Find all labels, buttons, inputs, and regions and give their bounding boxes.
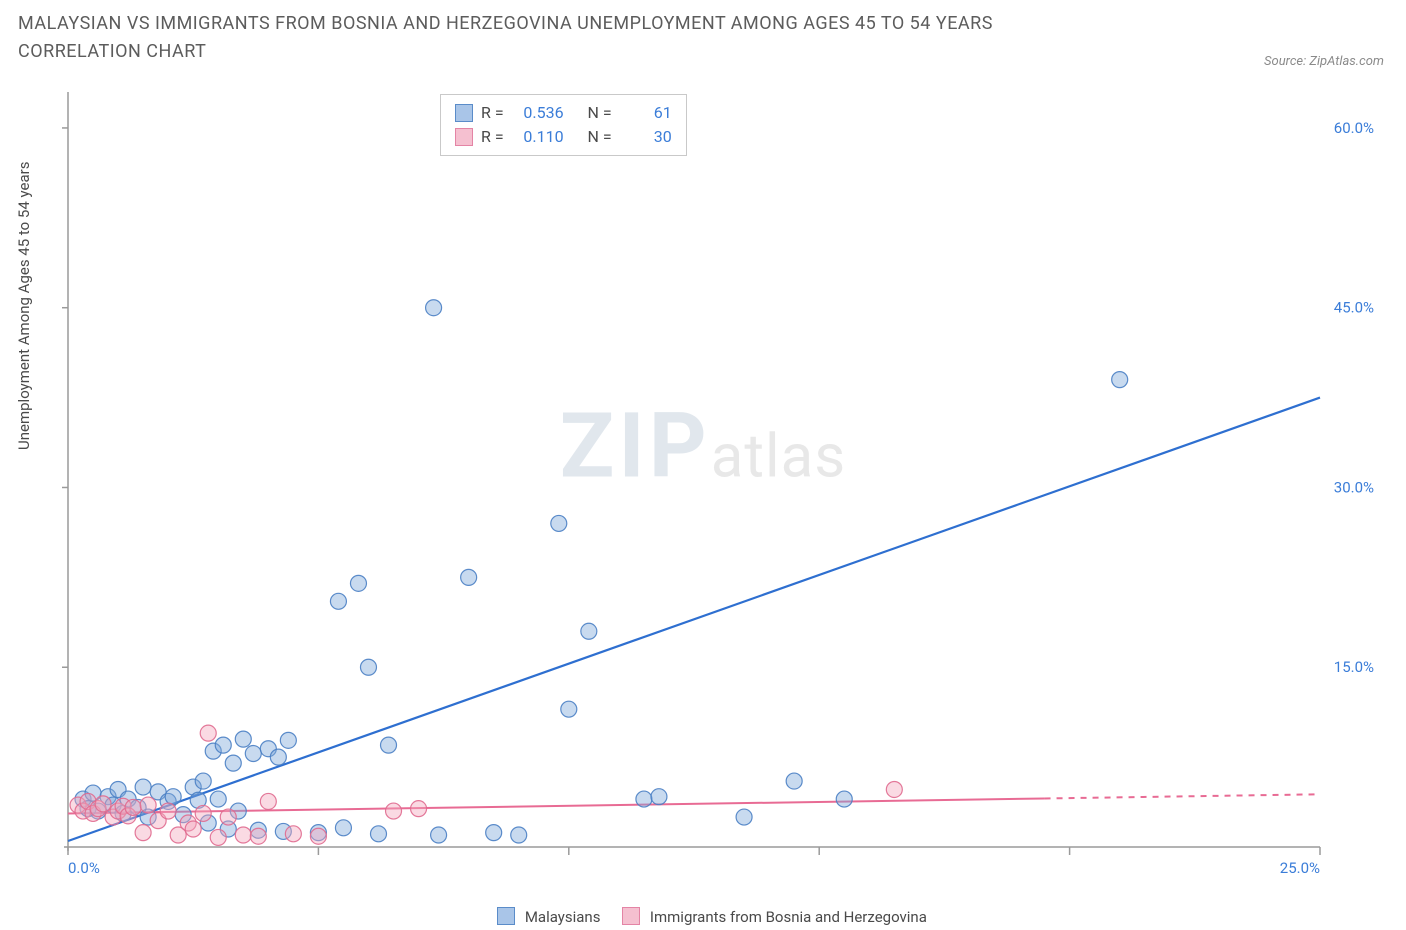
source-label: Source: ZipAtlas.com — [1264, 54, 1384, 69]
svg-text:15.0%: 15.0% — [1334, 658, 1374, 676]
scatter-plot: 0.0% 25.0% 15.0% 30.0% 45.0% 60.0% — [60, 92, 1380, 882]
legend-label: Immigrants from Bosnia and Herzegovina — [650, 908, 927, 926]
stat-value: 0.110 — [512, 125, 564, 149]
swatch-icon — [497, 907, 515, 925]
bottom-legend: Malaysians Immigrants from Bosnia and He… — [0, 907, 1406, 926]
stat-label: N = — [588, 101, 612, 125]
stat-label: N = — [588, 125, 612, 149]
stat-label: R = — [481, 125, 504, 149]
stat-value: 61 — [620, 101, 672, 125]
swatch-icon — [622, 907, 640, 925]
y-axis-label: Unemployment Among Ages 45 to 54 years — [15, 162, 33, 450]
stat-value: 0.536 — [512, 101, 564, 125]
legend-label: Malaysians — [525, 908, 601, 926]
svg-text:25.0%: 25.0% — [1280, 859, 1320, 877]
stat-label: R = — [481, 101, 504, 125]
stat-value: 30 — [620, 125, 672, 149]
svg-text:45.0%: 45.0% — [1334, 299, 1374, 317]
chart-title: MALAYSIAN VS IMMIGRANTS FROM BOSNIA AND … — [18, 10, 1118, 66]
stats-legend-box: R = 0.536 N = 61 R = 0.110 N = 30 — [440, 94, 687, 156]
swatch-icon — [455, 128, 473, 146]
swatch-icon — [455, 104, 473, 122]
svg-text:30.0%: 30.0% — [1334, 478, 1374, 496]
stats-row: R = 0.110 N = 30 — [455, 125, 672, 149]
svg-text:60.0%: 60.0% — [1334, 119, 1374, 137]
svg-text:0.0%: 0.0% — [68, 859, 100, 877]
stats-row: R = 0.536 N = 61 — [455, 101, 672, 125]
